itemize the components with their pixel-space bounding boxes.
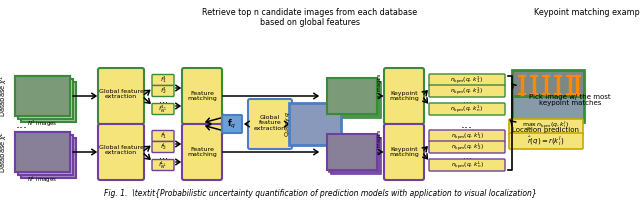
Text: $n_{\mathrm{kpm}}(q,\,k_2^1)$: $n_{\mathrm{kpm}}(q,\,k_2^1)$ (451, 85, 484, 97)
Text: Global feature
extraction: Global feature extraction (99, 89, 143, 99)
Text: Keypoint
matching: Keypoint matching (389, 91, 419, 101)
FancyBboxPatch shape (429, 74, 505, 86)
FancyBboxPatch shape (429, 85, 505, 97)
Bar (331, 138, 381, 174)
Text: Query $q$: Query $q$ (282, 111, 291, 137)
Bar (289, 103, 341, 145)
Bar (20, 138, 76, 178)
Text: $f_1^1$: $f_1^1$ (159, 75, 166, 85)
FancyBboxPatch shape (509, 133, 583, 149)
FancyBboxPatch shape (509, 119, 583, 135)
Text: Location prediction: Location prediction (513, 127, 579, 133)
Bar (327, 78, 377, 114)
FancyBboxPatch shape (152, 85, 174, 96)
Text: $\underset{l,i}{\max}\,n_{\mathrm{kpm}}(q,k_i^l)$: $\underset{l,i}{\max}\,n_{\mathrm{kpm}}(… (522, 120, 570, 132)
FancyBboxPatch shape (152, 142, 174, 153)
Text: Feature
matching: Feature matching (187, 147, 217, 157)
Bar (327, 78, 377, 114)
Text: $n_{\mathrm{kpm}}(q,\,k_1^1)$: $n_{\mathrm{kpm}}(q,\,k_1^1)$ (451, 74, 484, 86)
Bar (512, 70, 584, 96)
FancyBboxPatch shape (182, 68, 222, 124)
Text: $n_{\mathrm{kpm}}(q,\,k_n^L)$: $n_{\mathrm{kpm}}(q,\,k_n^L)$ (451, 159, 483, 171)
FancyBboxPatch shape (152, 74, 174, 85)
Text: $n_{\mathrm{kpm}}(q,\,k_1^L)$: $n_{\mathrm{kpm}}(q,\,k_1^L)$ (451, 130, 483, 142)
FancyBboxPatch shape (429, 141, 505, 153)
Text: $f_2^L$: $f_2^L$ (159, 142, 166, 152)
Text: $n_{\mathrm{kpm}}(q,\,k_n^1)$: $n_{\mathrm{kpm}}(q,\,k_n^1)$ (451, 103, 484, 115)
Text: Global
feature
extraction: Global feature extraction (254, 115, 286, 131)
FancyBboxPatch shape (222, 115, 242, 133)
Bar (15, 132, 70, 172)
Text: n images: n images (378, 74, 383, 98)
Text: $\mathbf{f}_q$: $\mathbf{f}_q$ (227, 118, 237, 131)
FancyBboxPatch shape (182, 124, 222, 180)
FancyBboxPatch shape (384, 124, 424, 180)
Bar (329, 136, 379, 172)
Bar (15, 132, 70, 172)
Text: $f_{N^1}^1$: $f_{N^1}^1$ (158, 103, 168, 115)
FancyBboxPatch shape (98, 68, 144, 124)
Text: $N^1$ images: $N^1$ images (27, 119, 58, 129)
FancyBboxPatch shape (152, 160, 174, 171)
Bar (15, 76, 70, 116)
Text: Retrieve top n candidate images from each database
based on global features: Retrieve top n candidate images from eac… (202, 8, 417, 27)
Text: ...: ... (463, 95, 472, 105)
FancyBboxPatch shape (152, 103, 174, 114)
Text: Fig. 1.  \textit{Probabilistic uncertainty quantification of prediction models w: Fig. 1. \textit{Probabilistic uncertaint… (104, 189, 536, 198)
FancyBboxPatch shape (152, 131, 174, 142)
Text: Database $\chi^1$: Database $\chi^1$ (0, 75, 10, 117)
Bar (512, 96, 584, 122)
Text: Keypoint matching example: Keypoint matching example (534, 8, 640, 17)
Text: n images: n images (378, 130, 383, 154)
Bar (17, 79, 72, 119)
Text: Keypoint
matching: Keypoint matching (389, 147, 419, 157)
Text: Pick image w/ the most
keypoint matches: Pick image w/ the most keypoint matches (529, 93, 611, 106)
Text: $f_1^L$: $f_1^L$ (159, 131, 166, 141)
Text: $f_{N^L}^L$: $f_{N^L}^L$ (158, 159, 168, 171)
Text: Global feature
extraction: Global feature extraction (99, 145, 143, 155)
Text: $f_2^1$: $f_2^1$ (159, 86, 166, 96)
Bar (329, 80, 379, 116)
FancyBboxPatch shape (429, 130, 505, 142)
Text: ...: ... (159, 95, 168, 105)
Bar (20, 82, 76, 122)
Text: ...: ... (16, 118, 28, 131)
Text: $\hat{r}(q) = r(k_i^l)$: $\hat{r}(q) = r(k_i^l)$ (527, 134, 564, 148)
FancyBboxPatch shape (248, 99, 292, 149)
Text: ...: ... (463, 151, 472, 161)
Bar (15, 76, 70, 116)
Bar (17, 135, 72, 175)
FancyBboxPatch shape (384, 68, 424, 124)
Bar (327, 134, 377, 170)
Text: Feature
matching: Feature matching (187, 91, 217, 101)
Text: ...: ... (159, 151, 168, 161)
Bar (327, 134, 377, 170)
Text: $n_{\mathrm{kpm}}(q,\,k_2^L)$: $n_{\mathrm{kpm}}(q,\,k_2^L)$ (451, 141, 483, 153)
FancyBboxPatch shape (98, 124, 144, 180)
Bar (331, 82, 381, 118)
Text: ...: ... (461, 118, 473, 131)
FancyBboxPatch shape (429, 103, 505, 115)
Text: Database $\chi^L$: Database $\chi^L$ (0, 131, 10, 173)
Text: $N^L$ images: $N^L$ images (27, 175, 57, 185)
FancyBboxPatch shape (429, 159, 505, 171)
